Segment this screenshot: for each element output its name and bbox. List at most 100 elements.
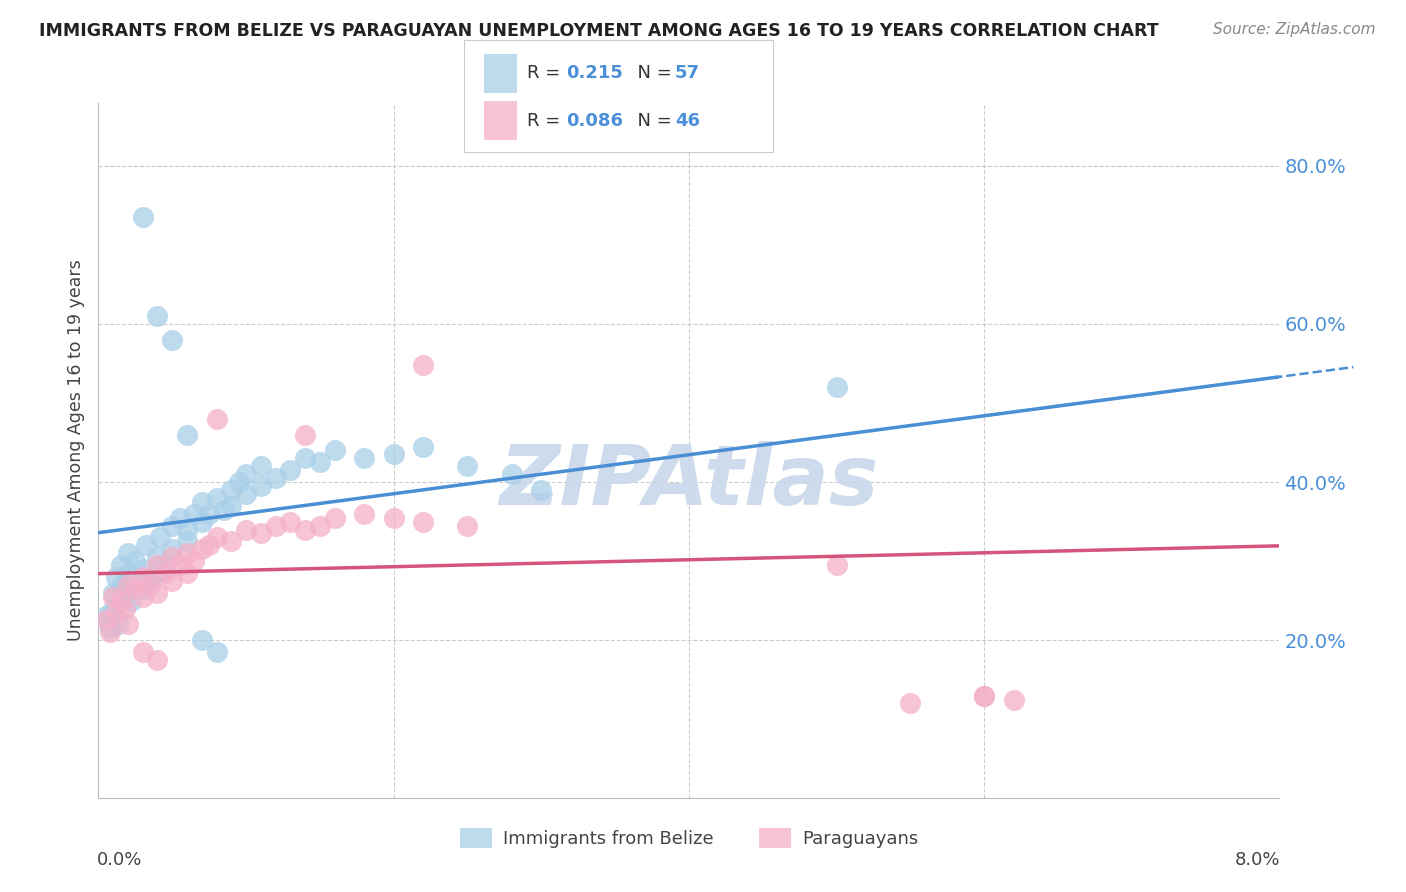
Legend: Immigrants from Belize, Paraguayans: Immigrants from Belize, Paraguayans — [453, 821, 925, 855]
Point — [264, 518, 287, 533]
Point — [973, 689, 995, 703]
Point — [353, 507, 375, 521]
Point — [94, 609, 117, 624]
Point — [457, 459, 479, 474]
Point — [117, 566, 139, 580]
Point — [825, 558, 848, 573]
Point — [382, 510, 405, 524]
Point — [191, 633, 214, 648]
Point — [294, 427, 316, 442]
Point — [146, 558, 169, 573]
Point — [183, 507, 205, 521]
Point — [323, 443, 346, 458]
Point — [176, 523, 198, 537]
Point — [309, 455, 332, 469]
Point — [221, 483, 243, 497]
Point — [235, 487, 257, 501]
Point — [114, 590, 136, 604]
Point — [205, 491, 228, 505]
Point — [120, 593, 142, 607]
Text: R =: R = — [527, 64, 567, 82]
Point — [412, 515, 434, 529]
Point — [212, 502, 235, 516]
Point — [530, 483, 553, 497]
Point — [205, 530, 228, 544]
Point — [124, 582, 146, 596]
Point — [973, 689, 995, 703]
Point — [117, 578, 139, 592]
Point — [250, 479, 273, 493]
Point — [412, 440, 434, 454]
Point — [105, 606, 128, 620]
Point — [176, 427, 198, 442]
Point — [353, 451, 375, 466]
Text: 46: 46 — [675, 112, 700, 129]
Point — [294, 523, 316, 537]
Y-axis label: Unemployment Among Ages 16 to 19 years: Unemployment Among Ages 16 to 19 years — [66, 260, 84, 641]
Point — [162, 542, 183, 557]
Point — [825, 380, 848, 394]
Point — [162, 518, 183, 533]
Point — [105, 570, 128, 584]
Point — [139, 578, 162, 592]
Point — [191, 495, 214, 509]
Text: 0.086: 0.086 — [567, 112, 624, 129]
Text: ZIPAtlas: ZIPAtlas — [499, 442, 879, 523]
Text: 8.0%: 8.0% — [1234, 851, 1281, 869]
Point — [94, 614, 117, 628]
Point — [139, 574, 162, 588]
Point — [153, 566, 176, 580]
Point — [132, 570, 155, 584]
Point — [146, 550, 169, 565]
Point — [457, 518, 479, 533]
Point — [149, 530, 172, 544]
Point — [169, 558, 191, 573]
Point — [198, 507, 221, 521]
Point — [250, 526, 273, 541]
Point — [501, 467, 523, 482]
Point — [176, 534, 198, 549]
Point — [1002, 692, 1025, 706]
Point — [146, 586, 169, 600]
Point — [103, 586, 125, 600]
Point — [294, 451, 316, 466]
Point — [176, 566, 198, 580]
Point — [110, 558, 132, 573]
Point — [191, 542, 214, 557]
Point — [382, 447, 405, 461]
Point — [110, 593, 132, 607]
Point — [221, 534, 243, 549]
Text: R =: R = — [527, 112, 567, 129]
Text: Source: ZipAtlas.com: Source: ZipAtlas.com — [1212, 22, 1375, 37]
Point — [162, 574, 183, 588]
Text: N =: N = — [626, 112, 678, 129]
Point — [205, 645, 228, 659]
Point — [124, 554, 146, 568]
Point — [264, 471, 287, 485]
Point — [146, 566, 169, 580]
Point — [114, 601, 136, 615]
Point — [146, 653, 169, 667]
Point — [280, 463, 302, 477]
Point — [198, 538, 221, 552]
Point — [309, 518, 332, 533]
Text: IMMIGRANTS FROM BELIZE VS PARAGUAYAN UNEMPLOYMENT AMONG AGES 16 TO 19 YEARS CORR: IMMIGRANTS FROM BELIZE VS PARAGUAYAN UNE… — [39, 22, 1159, 40]
Point — [153, 558, 176, 573]
Point — [135, 538, 157, 552]
Point — [146, 309, 169, 323]
Point — [412, 358, 434, 372]
Text: 0.0%: 0.0% — [97, 851, 142, 869]
Point — [250, 459, 273, 474]
Point — [162, 550, 183, 565]
Text: 57: 57 — [675, 64, 700, 82]
Point — [132, 645, 155, 659]
Text: 0.215: 0.215 — [567, 64, 623, 82]
Point — [323, 510, 346, 524]
Point — [117, 617, 139, 632]
Point — [176, 546, 198, 560]
Point — [117, 546, 139, 560]
Point — [132, 590, 155, 604]
Point — [235, 523, 257, 537]
Point — [98, 621, 121, 635]
Point — [132, 562, 155, 576]
